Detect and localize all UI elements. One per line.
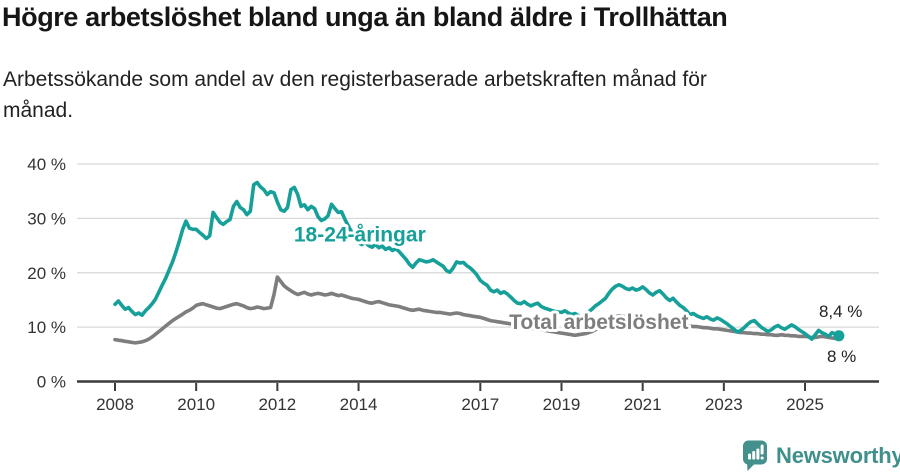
x-tick-label: 2010 bbox=[177, 395, 215, 414]
y-tick-label: 30 % bbox=[27, 209, 66, 228]
y-tick-label: 40 % bbox=[27, 155, 66, 174]
x-tick-label: 2019 bbox=[543, 395, 581, 414]
end-value-label-total: 8 % bbox=[827, 347, 856, 366]
y-tick-label: 0 % bbox=[37, 373, 66, 392]
chart-subtitle-line2: månad. bbox=[3, 99, 74, 122]
x-tick-label: 2023 bbox=[705, 395, 743, 414]
series-line-total bbox=[113, 275, 841, 345]
x-tick-label: 2012 bbox=[258, 395, 296, 414]
x-tick-label: 2025 bbox=[786, 395, 824, 414]
chart-subtitle-line1: Arbetssökande som andel av den registerb… bbox=[3, 68, 707, 91]
chart-subtitle: Arbetssökande som andel av den registerb… bbox=[3, 64, 707, 126]
footer-brand: Newsworthy bbox=[742, 440, 900, 472]
x-tick-label: 2008 bbox=[96, 395, 134, 414]
y-tick-label: 10 % bbox=[27, 318, 66, 337]
newsworthy-logo-text: Newsworthy bbox=[776, 443, 900, 468]
x-tick-label: 2014 bbox=[340, 395, 378, 414]
y-tick-label: 20 % bbox=[27, 264, 66, 283]
series-line-youth bbox=[113, 180, 841, 341]
series-end-dot-youth bbox=[833, 330, 845, 342]
newsworthy-logo-icon bbox=[743, 440, 767, 471]
end-value-label-youth: 8,4 % bbox=[819, 302, 862, 321]
x-tick-label: 2021 bbox=[624, 395, 662, 414]
series-label-youth: 18-24-åringar bbox=[294, 224, 426, 247]
series-label-total: Total arbetslöshet bbox=[509, 311, 688, 334]
x-tick-label: 2017 bbox=[461, 395, 499, 414]
chart-title: Högre arbetslöshet bland unga än bland ä… bbox=[2, 2, 728, 32]
